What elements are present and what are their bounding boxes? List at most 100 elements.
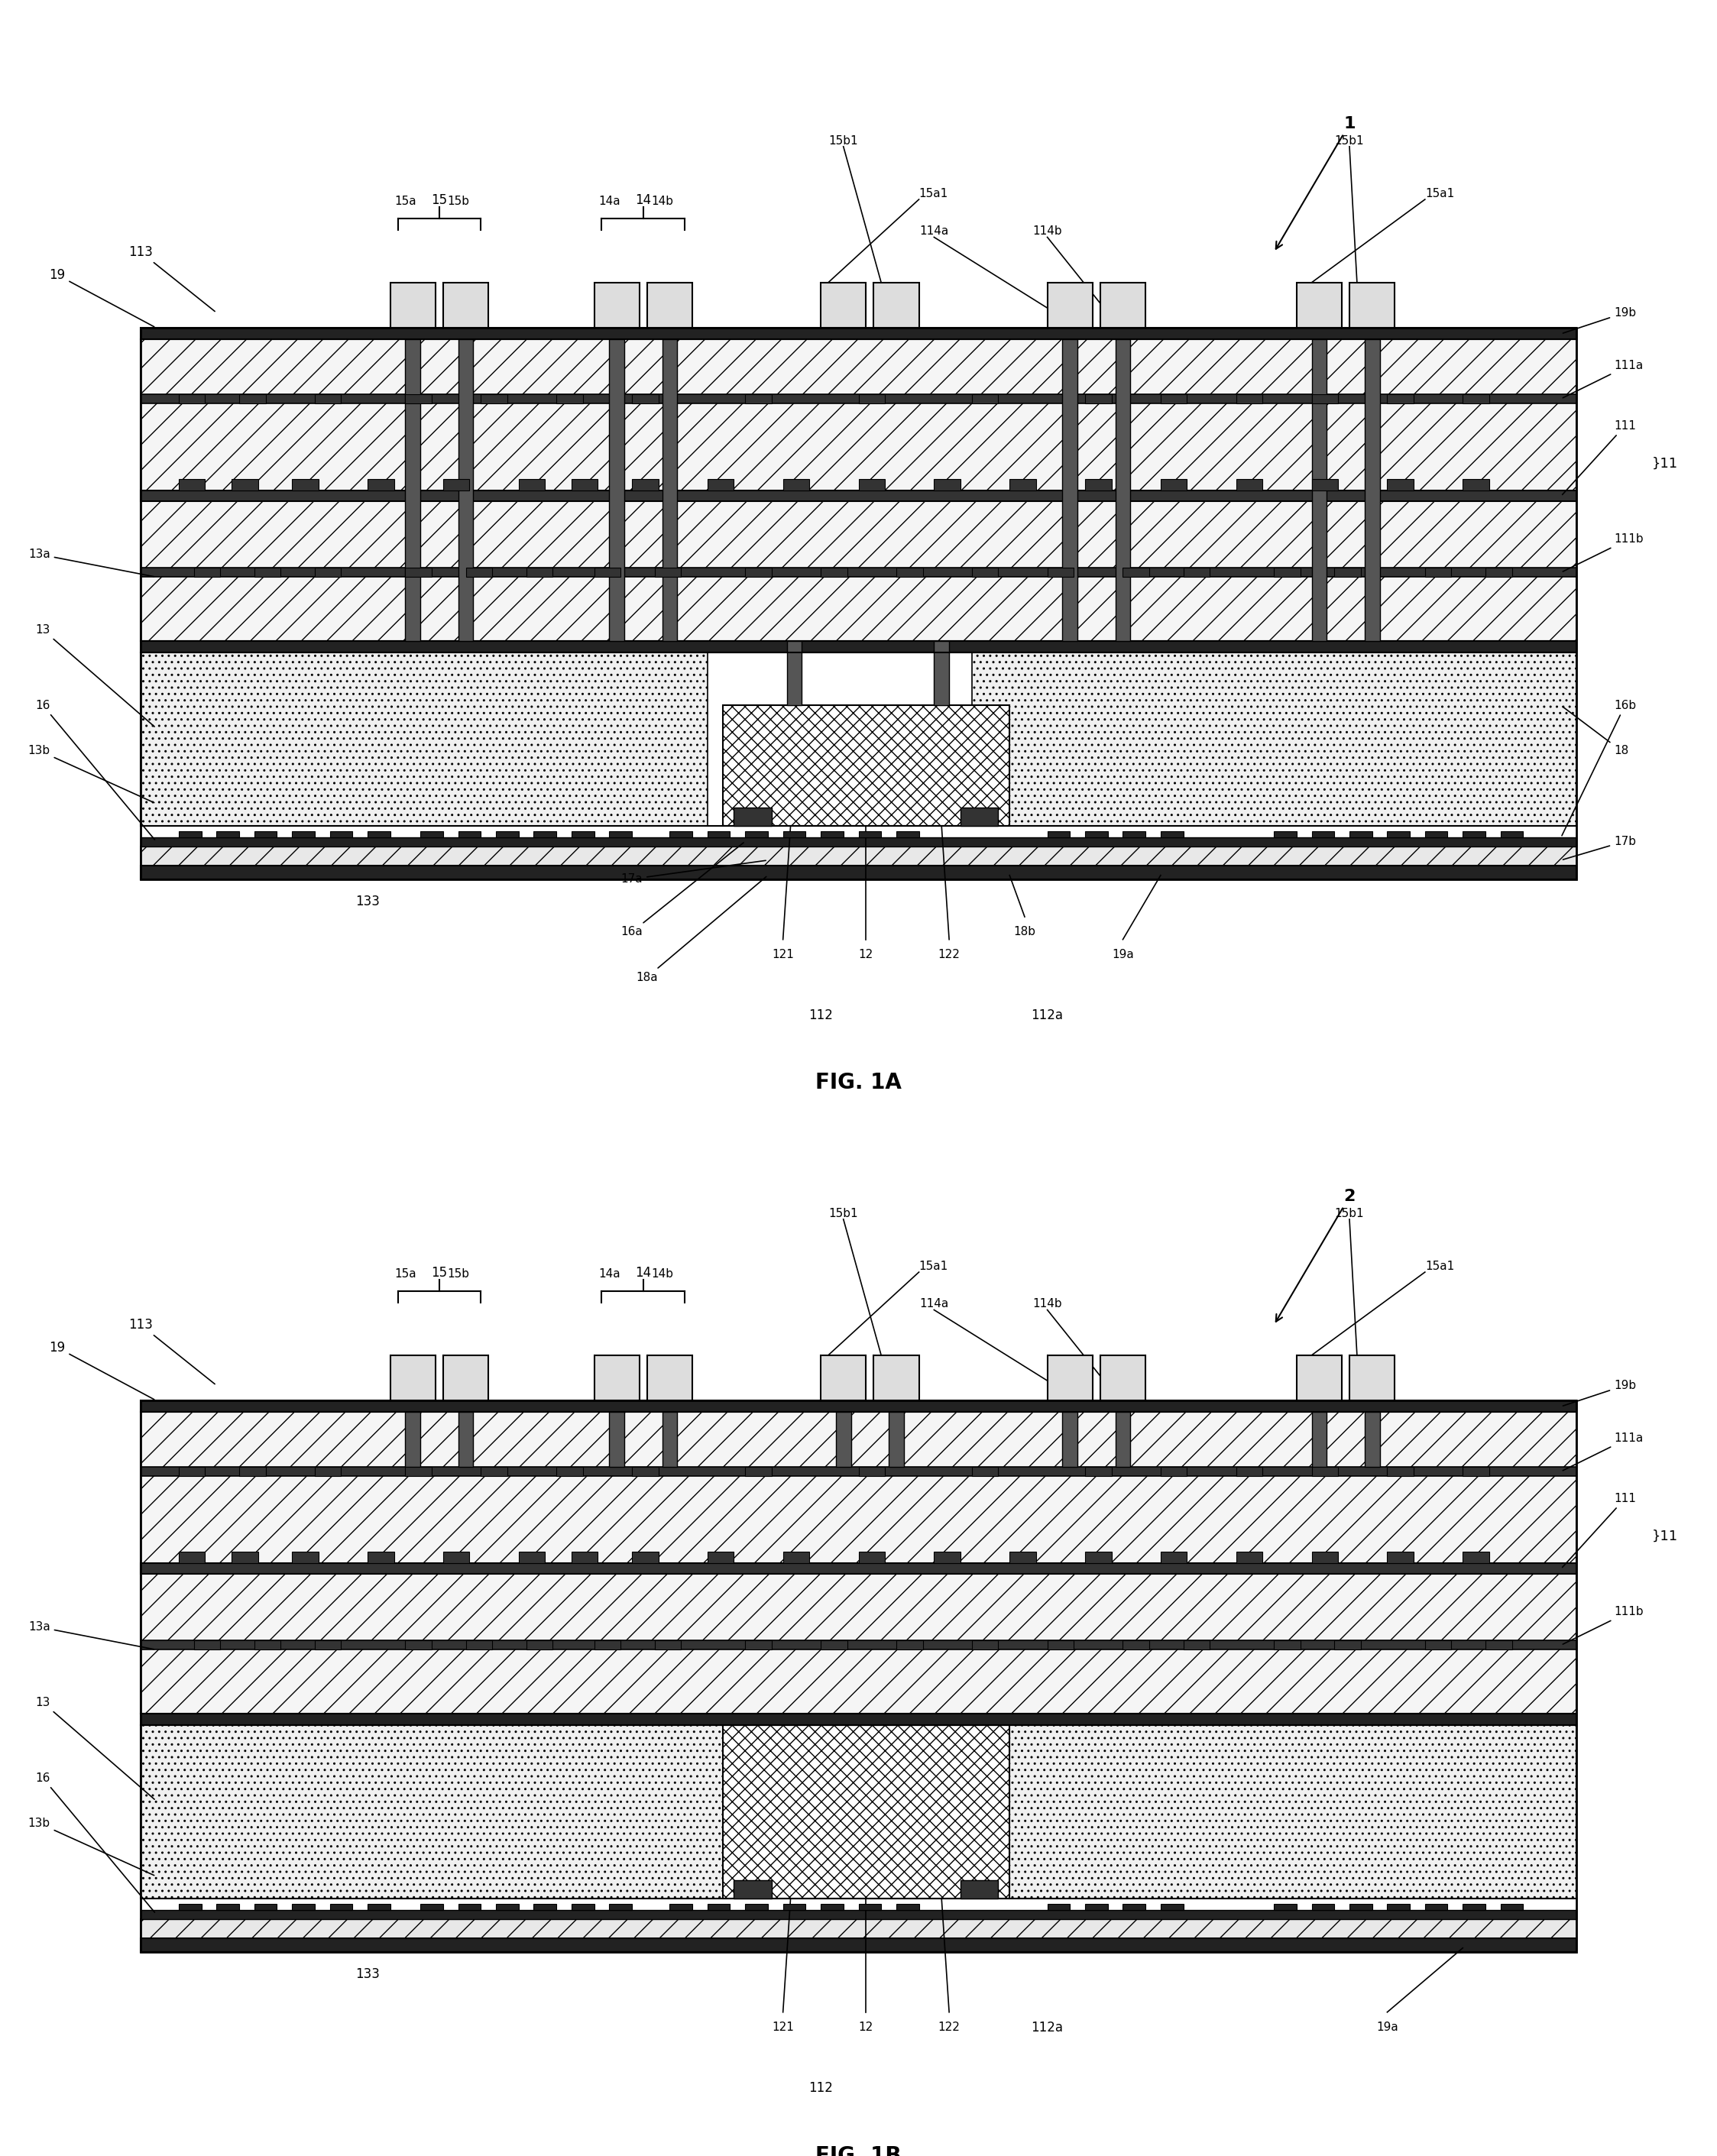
Bar bbox=[960, 806, 998, 826]
Bar bbox=[292, 1904, 314, 1910]
Text: FIG. 1B: FIG. 1B bbox=[816, 2145, 901, 2156]
Bar bbox=[179, 1552, 204, 1563]
Bar bbox=[232, 479, 258, 489]
Text: 12: 12 bbox=[858, 2022, 874, 2033]
Bar bbox=[783, 1552, 809, 1563]
Bar bbox=[141, 338, 1576, 640]
Bar bbox=[330, 1904, 352, 1910]
Bar bbox=[194, 1641, 220, 1649]
Bar bbox=[1101, 1356, 1145, 1401]
Bar bbox=[972, 395, 998, 403]
Bar bbox=[141, 865, 1576, 880]
Bar bbox=[972, 1466, 998, 1477]
Text: 15a1: 15a1 bbox=[919, 1261, 948, 1272]
Bar bbox=[443, 479, 469, 489]
Bar bbox=[1274, 567, 1300, 578]
Bar bbox=[525, 1641, 553, 1649]
Bar bbox=[194, 567, 220, 578]
Bar bbox=[632, 1466, 658, 1477]
Bar bbox=[972, 1641, 998, 1649]
Text: 15b: 15b bbox=[446, 196, 469, 207]
Bar bbox=[821, 282, 865, 328]
Bar bbox=[1236, 1552, 1262, 1563]
Bar bbox=[141, 653, 1576, 826]
Bar bbox=[1312, 395, 1338, 403]
Bar bbox=[405, 1412, 421, 1466]
Text: 15a: 15a bbox=[395, 1268, 416, 1281]
Text: 16: 16 bbox=[36, 1772, 155, 1912]
Bar bbox=[1365, 1412, 1380, 1466]
Bar bbox=[733, 1880, 771, 1899]
Bar bbox=[572, 1904, 594, 1910]
Bar bbox=[1312, 1552, 1338, 1563]
Bar bbox=[1463, 479, 1489, 489]
Bar bbox=[1463, 1552, 1489, 1563]
Text: FIG. 1A: FIG. 1A bbox=[816, 1072, 901, 1093]
Text: 12: 12 bbox=[858, 949, 874, 959]
Bar bbox=[314, 567, 342, 578]
Bar bbox=[594, 1641, 620, 1649]
Bar bbox=[896, 1904, 919, 1910]
Bar bbox=[670, 1904, 692, 1910]
Bar bbox=[858, 1904, 881, 1910]
Bar bbox=[141, 640, 1576, 653]
Bar bbox=[972, 653, 1576, 826]
Text: 16: 16 bbox=[36, 701, 155, 839]
Bar bbox=[1047, 1904, 1070, 1910]
Bar bbox=[1312, 479, 1338, 489]
Bar bbox=[783, 832, 805, 837]
Bar bbox=[216, 1904, 239, 1910]
Bar bbox=[836, 1412, 852, 1466]
Bar bbox=[1365, 338, 1380, 640]
Bar bbox=[1047, 282, 1092, 328]
Bar bbox=[1085, 832, 1107, 837]
Bar bbox=[1010, 479, 1035, 489]
Bar bbox=[330, 832, 352, 837]
Bar bbox=[519, 479, 544, 489]
Text: 19: 19 bbox=[50, 267, 155, 328]
Bar bbox=[141, 1714, 1576, 1725]
Bar bbox=[141, 1641, 1576, 1649]
Bar bbox=[1236, 395, 1262, 403]
Text: 14b: 14b bbox=[651, 196, 673, 207]
Bar bbox=[1236, 479, 1262, 489]
Bar bbox=[458, 832, 481, 837]
Bar bbox=[443, 1356, 488, 1401]
Bar bbox=[1387, 479, 1413, 489]
Bar bbox=[1334, 567, 1362, 578]
Bar bbox=[465, 567, 493, 578]
Bar bbox=[1296, 282, 1343, 328]
Bar bbox=[141, 1563, 1576, 1574]
Bar bbox=[1501, 832, 1523, 837]
Text: 133: 133 bbox=[355, 895, 379, 908]
Bar bbox=[1387, 1466, 1413, 1477]
Text: 15b1: 15b1 bbox=[829, 1207, 858, 1220]
Bar bbox=[745, 832, 767, 837]
Bar bbox=[858, 832, 881, 837]
Bar bbox=[594, 567, 620, 578]
Bar bbox=[1116, 1412, 1130, 1466]
Bar bbox=[786, 640, 802, 705]
Bar bbox=[972, 567, 998, 578]
Bar bbox=[314, 395, 342, 403]
Bar bbox=[783, 479, 809, 489]
Bar bbox=[783, 1904, 805, 1910]
Bar bbox=[481, 395, 507, 403]
Bar bbox=[647, 282, 692, 328]
Bar bbox=[179, 395, 204, 403]
Bar bbox=[141, 1910, 1576, 1919]
Bar bbox=[745, 1466, 771, 1477]
Text: }11: }11 bbox=[1652, 1529, 1678, 1544]
Bar bbox=[292, 479, 318, 489]
Bar bbox=[1463, 1466, 1489, 1477]
Bar bbox=[1312, 1412, 1327, 1466]
Bar bbox=[745, 1641, 771, 1649]
Bar bbox=[1183, 1641, 1210, 1649]
Bar bbox=[1063, 338, 1078, 640]
Text: 114a: 114a bbox=[919, 226, 950, 237]
Text: 15a1: 15a1 bbox=[1425, 188, 1454, 198]
Bar bbox=[1296, 1356, 1343, 1401]
Bar bbox=[1085, 1552, 1111, 1563]
Text: 111b: 111b bbox=[1562, 533, 1643, 571]
Bar bbox=[458, 1904, 481, 1910]
